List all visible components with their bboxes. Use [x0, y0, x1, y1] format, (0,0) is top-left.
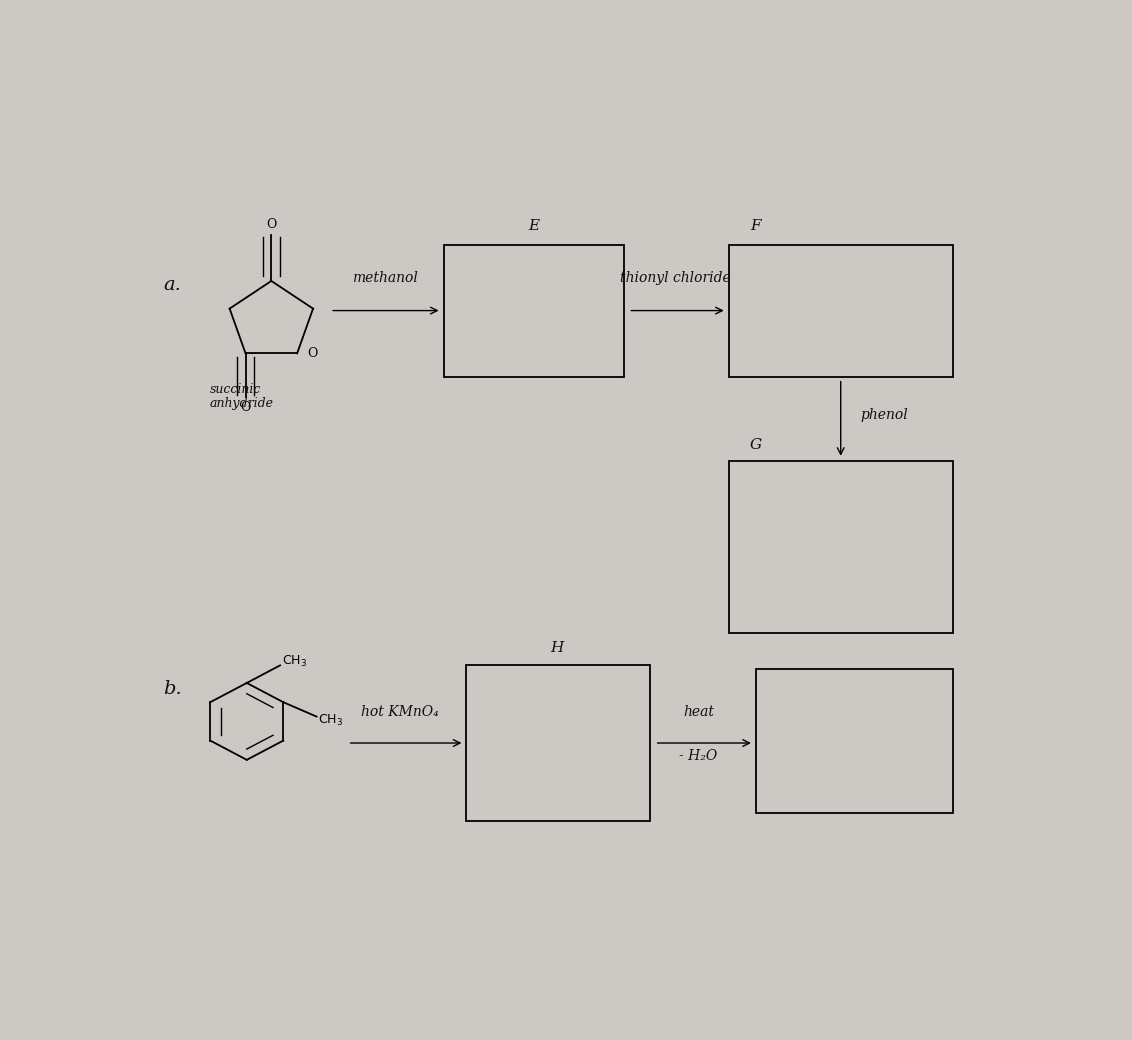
Text: H: H [550, 641, 564, 655]
Text: methanol: methanol [352, 271, 419, 285]
Text: O: O [240, 400, 251, 414]
Text: CH$_3$: CH$_3$ [318, 713, 343, 728]
Text: O: O [266, 218, 276, 231]
Text: - H₂O: - H₂O [679, 750, 718, 763]
Text: phenol: phenol [860, 408, 909, 421]
Text: O: O [308, 347, 318, 360]
Text: G: G [749, 438, 762, 451]
Text: hot KMnO₄: hot KMnO₄ [361, 705, 439, 719]
Text: a.: a. [163, 276, 181, 294]
Bar [756, 670, 953, 813]
Bar [444, 244, 624, 378]
Bar [466, 666, 650, 822]
Text: E: E [529, 218, 539, 233]
Text: anhydride: anhydride [209, 397, 274, 410]
Text: CH$_3$: CH$_3$ [282, 654, 307, 669]
Text: thionyl chloride: thionyl chloride [619, 271, 730, 285]
Text: F: F [751, 218, 761, 233]
Bar [729, 244, 953, 378]
Text: succinic: succinic [209, 383, 261, 395]
Bar [729, 461, 953, 633]
Text: heat: heat [683, 705, 714, 719]
Text: b.: b. [163, 680, 182, 699]
